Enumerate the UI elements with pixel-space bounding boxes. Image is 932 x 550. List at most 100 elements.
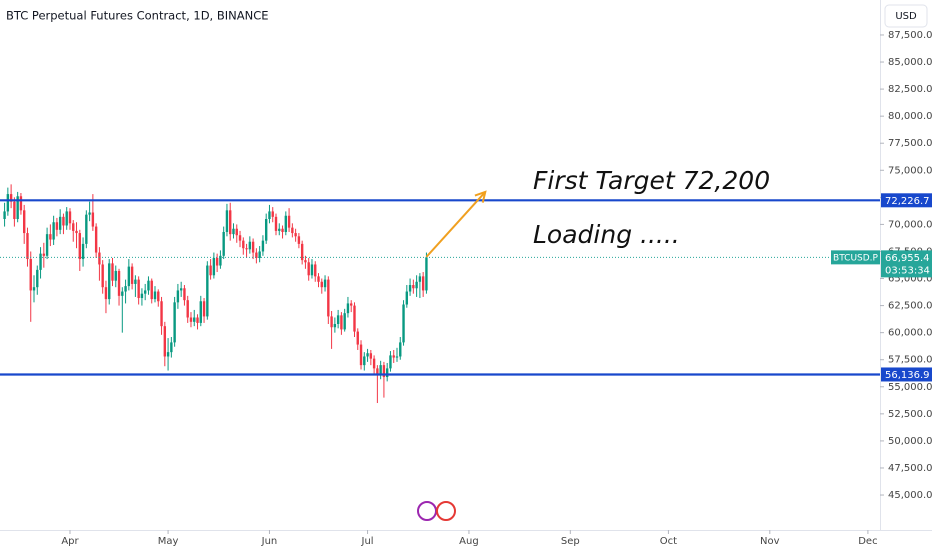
candle-body (412, 285, 415, 289)
candle-body (29, 259, 32, 291)
x-tick-label: May (158, 536, 179, 547)
currency[interactable]: USD (895, 11, 917, 22)
candle-body (323, 279, 327, 288)
candle-body (379, 365, 382, 374)
candle-body (356, 331, 359, 345)
candle-body (22, 210, 26, 234)
candle-body (304, 260, 307, 263)
candle-body (170, 342, 173, 353)
candle-body (75, 230, 78, 234)
candle-body (114, 270, 117, 281)
candle-body (62, 216, 65, 226)
candle-body (163, 326, 167, 357)
candle-body (251, 241, 255, 253)
x-tick-label: Oct (660, 536, 677, 547)
candle-body (186, 300, 189, 318)
candle-body (418, 276, 422, 282)
candle-body (199, 301, 202, 323)
y-tick-label: 87,500.0 (888, 30, 932, 41)
candle-body (78, 233, 81, 260)
candle-body (183, 288, 186, 301)
symbol-box (831, 250, 880, 265)
candle-body (111, 263, 114, 281)
chart-title: BTC Perpetual Futures Contract, 1D, BINA… (6, 9, 269, 23)
candle-body (415, 281, 418, 289)
y-tick-label: 57,500.0 (888, 355, 932, 366)
candle-body (340, 315, 343, 330)
candle-body (16, 196, 19, 219)
last-price-label: 66,955.4 (885, 253, 930, 264)
candle-body (150, 280, 153, 300)
candle-body (327, 279, 330, 317)
candle-body (147, 280, 150, 291)
candle-body (392, 355, 395, 358)
candle-body (372, 358, 376, 369)
candle-body (395, 356, 399, 358)
candle-body (157, 291, 160, 302)
candle-body (307, 262, 310, 276)
y-tick-label: 50,000.0 (888, 436, 932, 447)
candle-body (255, 252, 258, 258)
y-tick-label: 77,500.0 (888, 138, 932, 149)
candle-body (39, 253, 42, 270)
candle-body (274, 216, 278, 231)
candle-body (124, 286, 127, 292)
level-label-box (881, 193, 932, 208)
currency-box[interactable] (884, 4, 928, 28)
candle-body (94, 226, 98, 253)
candle-body (140, 293, 144, 299)
candle-body (343, 313, 346, 330)
candle-body (166, 352, 170, 357)
y-tick-label: 62,500.0 (888, 301, 932, 312)
candle-body (399, 342, 402, 357)
candle-body (287, 215, 291, 228)
icon[interactable] (417, 501, 437, 521)
annotation: Loading ..... (533, 220, 680, 249)
target-arrow (425, 191, 487, 258)
icon[interactable] (436, 501, 456, 521)
candle-body (264, 218, 268, 241)
candle-body (104, 287, 108, 300)
candle-body (209, 265, 212, 276)
candle-body (9, 194, 13, 202)
candle-body (134, 279, 137, 284)
candle-body (3, 211, 6, 219)
candle-body (189, 317, 193, 322)
candle-body (405, 291, 409, 305)
candle-body (117, 270, 121, 296)
candle-body (248, 241, 252, 250)
y-tick-label: 65,000.0 (888, 274, 932, 285)
candle-body (65, 211, 68, 226)
candle-body (130, 266, 134, 284)
candle-body (238, 235, 242, 241)
candle-body (261, 240, 265, 252)
candle-body (363, 356, 366, 366)
x-tick-label: Sep (561, 536, 580, 547)
arrow-head (474, 190, 487, 203)
y-tick-label: 70,000.0 (888, 219, 932, 230)
candle-body (193, 317, 196, 322)
y-tick-label: 82,500.0 (888, 84, 932, 95)
candle-body (353, 305, 356, 332)
candle-body (212, 257, 216, 276)
candle-body (330, 316, 333, 328)
candle-body (202, 301, 206, 317)
candle-body (58, 216, 62, 230)
annotation: First Target 72,200 (533, 166, 770, 195)
candle-body (127, 266, 131, 287)
candle-body (382, 365, 386, 378)
candle-body (350, 303, 353, 306)
candle-body (108, 263, 111, 300)
candle-body (215, 257, 219, 266)
candle-body (196, 317, 199, 323)
y-tick-label: 45,000.0 (888, 490, 932, 501)
candle-body (222, 231, 225, 256)
candle-body (300, 243, 304, 261)
candle-body (369, 353, 373, 359)
candle-body (310, 264, 314, 276)
y-tick-label: 55,000.0 (888, 382, 932, 393)
candle-body (333, 323, 337, 328)
candle-body (137, 279, 140, 299)
candle-body (314, 264, 317, 277)
candle-body (179, 288, 183, 291)
